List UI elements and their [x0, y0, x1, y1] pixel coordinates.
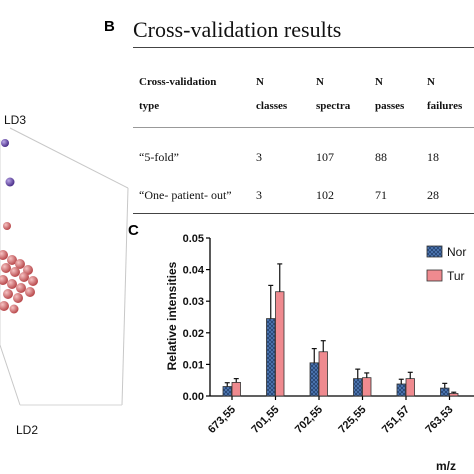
legend-swatch: [426, 245, 443, 258]
bar-normal: [396, 383, 406, 397]
y-tick-label: 0.00: [183, 391, 204, 403]
table-cell: 107: [316, 150, 334, 164]
x-tick-label: 673,55: [206, 404, 238, 436]
table-cell: 28: [427, 188, 439, 202]
x-tick-label: 725,55: [336, 404, 368, 436]
table-cell: 3: [256, 150, 262, 164]
sphere-point: [16, 283, 26, 293]
table-title: Cross-validation results: [133, 17, 342, 42]
legend-label: Nor: [447, 245, 466, 259]
sphere-point: [15, 259, 25, 269]
x-tick-label: 763,53: [423, 404, 455, 436]
box-edge: [0, 344, 21, 406]
sphere-point: [3, 289, 13, 299]
bar-normal: [309, 362, 319, 397]
sphere-point: [13, 293, 23, 303]
legend-swatch: [426, 269, 443, 282]
legend-label: Tur: [447, 269, 465, 283]
y-axis-label: Relative intensities: [165, 261, 179, 370]
table-cell: 18: [427, 150, 439, 164]
sphere-point: [0, 250, 8, 260]
box-edge: [121, 187, 129, 406]
panel-c-letter: C: [128, 222, 139, 239]
sphere-point: [7, 279, 17, 289]
bar-tumor: [405, 378, 415, 397]
bar-chart: 0.00 0.01 0.02 0.03 0.04 0.05 Relative intensi…: [165, 233, 474, 473]
x-axis-label: m/z: [436, 459, 456, 473]
sphere-point: [28, 276, 38, 286]
sphere-group: [0, 139, 38, 314]
sphere-point: [10, 267, 20, 277]
table-cell: 88: [375, 150, 387, 164]
bar-normal: [440, 387, 450, 397]
x-tick-label: 701,55: [249, 404, 281, 436]
bar-tumor: [318, 351, 328, 397]
table-cell: “One- patient- out”: [139, 188, 232, 202]
bar-tumor: [275, 291, 285, 397]
table-header-rule: [133, 127, 474, 128]
y-tick-label: 0.03: [183, 296, 204, 308]
table-cell: “5-fold”: [139, 150, 179, 164]
header-cell-type: Cross-validation type: [139, 76, 217, 112]
y-tick-label: 0.02: [183, 328, 204, 340]
table-top-rule: [133, 47, 474, 48]
sphere-point: [3, 222, 11, 230]
y-tick-label: 0.01: [183, 359, 204, 371]
x-tick-label: 702,55: [293, 404, 325, 436]
sphere-point: [1, 139, 9, 147]
bar-normal: [266, 318, 276, 397]
y-tick-label: 0.04: [183, 265, 205, 277]
bar-tumor: [231, 382, 241, 397]
y-tick-label: 0.05: [183, 233, 204, 245]
box-edge: [9, 127, 129, 189]
sphere-point: [25, 287, 35, 297]
panel-b-letter: B: [104, 18, 115, 35]
axis-label-ld3: LD3: [4, 113, 26, 127]
axis-label-ld2: LD2: [16, 423, 38, 437]
sphere-point: [1, 263, 11, 273]
x-tick-label: 751,57: [380, 404, 412, 436]
table-cell: 71: [375, 188, 387, 202]
bar-tumor: [362, 377, 372, 397]
sphere-point: [19, 272, 29, 282]
bar-normal: [222, 386, 232, 397]
sphere-point: [7, 255, 17, 265]
bar-tumor: [449, 393, 459, 397]
panel-a-3d-scatter: LD3 LD2: [0, 113, 129, 437]
sphere-point: [0, 301, 9, 311]
table-cell: 3: [256, 188, 262, 202]
table-cell: 102: [316, 188, 334, 202]
sphere-point: [5, 177, 15, 187]
sphere-point: [9, 304, 19, 314]
sphere-point: [0, 275, 8, 285]
bar-normal: [353, 378, 363, 397]
table-bottom-rule: [133, 213, 474, 214]
